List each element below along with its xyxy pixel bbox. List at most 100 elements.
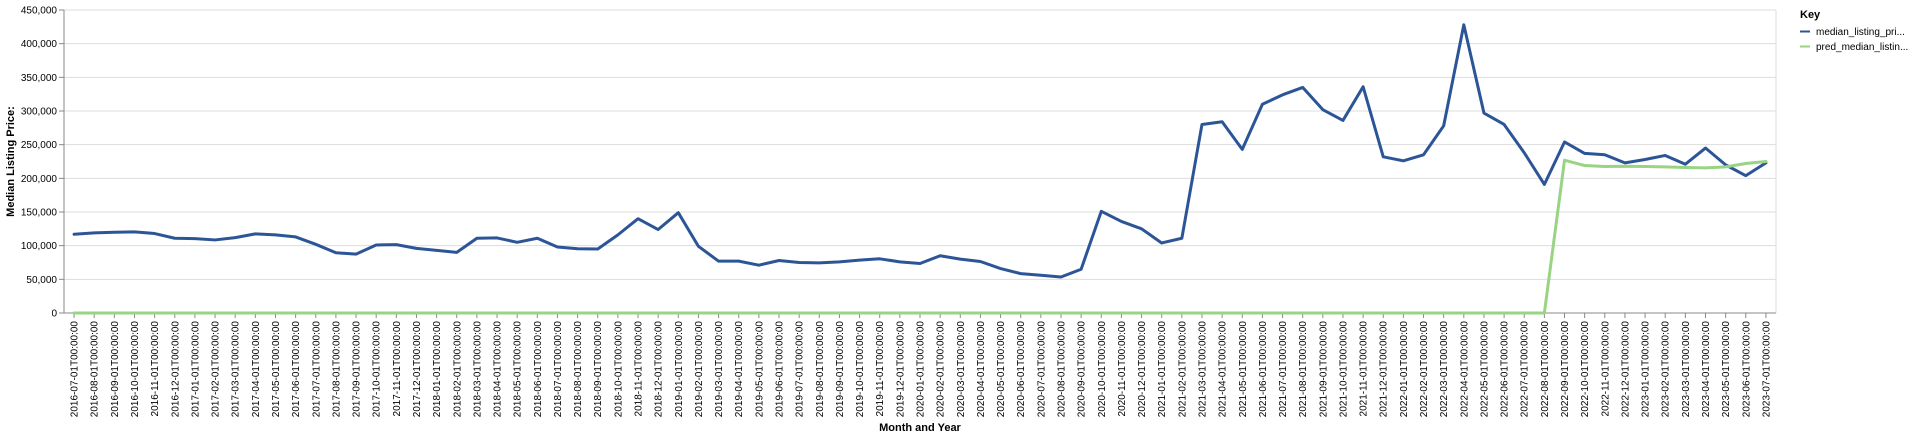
data-point [899,261,901,263]
x-tick-label: 2020-06-01T00:00:00 [1016,321,1027,418]
data-point [1422,312,1424,314]
data-point [1181,237,1183,239]
data-point [1442,312,1444,314]
x-tick-label: 2017-07-01T00:00:00 [311,321,322,418]
data-point [1483,112,1485,114]
x-tick-label: 2022-12-01T00:00:00 [1620,321,1631,418]
data-point [1684,166,1686,168]
x-tick-label: 2016-07-01T00:00:00 [70,321,81,418]
data-point [1664,166,1666,168]
y-tick-label: 100,000 [21,241,58,252]
data-point [1463,312,1465,314]
data-point [254,233,256,235]
data-point [959,312,961,314]
x-tick-label: 2018-05-01T00:00:00 [513,321,524,418]
data-point [355,312,357,314]
data-point [1543,312,1545,314]
x-tick-label: 2021-11-01T00:00:00 [1359,321,1370,417]
x-tick-label: 2021-03-01T00:00:00 [1197,321,1208,418]
x-tick-label: 2021-05-01T00:00:00 [1238,321,1249,418]
x-tick-label: 2018-10-01T00:00:00 [613,321,624,418]
data-point [194,312,196,314]
x-tick-label: 2021-12-01T00:00:00 [1379,321,1390,418]
x-tick-label: 2021-10-01T00:00:00 [1338,321,1349,418]
data-point [637,312,639,314]
data-point [1382,156,1384,158]
x-tick-label: 2020-07-01T00:00:00 [1036,321,1047,418]
y-tick-label: 250,000 [21,140,58,151]
y-axis-title: Median Listing Price: [5,106,17,217]
x-tick-label: 2023-01-01T00:00:00 [1641,321,1652,418]
x-tick-label: 2022-03-01T00:00:00 [1439,321,1450,418]
y-tick-label: 350,000 [21,73,58,84]
data-point [496,312,498,314]
data-point [1362,86,1364,88]
x-tick-label: 2019-01-01T00:00:00 [674,321,685,418]
data-point [113,231,115,233]
x-tick-label: 2021-02-01T00:00:00 [1177,321,1188,418]
x-tick-label: 2023-03-01T00:00:00 [1681,321,1692,418]
data-point [1261,312,1263,314]
x-tick-label: 2022-07-01T00:00:00 [1520,321,1531,418]
x-tick-label: 2022-11-01T00:00:00 [1600,321,1611,417]
data-point [738,260,740,262]
data-point [1120,312,1122,314]
data-point [1201,312,1203,314]
data-point [697,312,699,314]
data-point [1704,147,1706,149]
data-point [1644,165,1646,167]
x-tick-label: 2021-07-01T00:00:00 [1278,321,1289,418]
data-point [617,234,619,236]
data-point [395,243,397,245]
x-tick-label: 2020-08-01T00:00:00 [1056,321,1067,418]
data-point [93,312,95,314]
x-tick-label: 2018-06-01T00:00:00 [533,321,544,418]
data-point [1765,160,1767,162]
x-tick-label: 2023-07-01T00:00:00 [1761,321,1772,418]
x-tick-label: 2020-01-01T00:00:00 [916,321,927,418]
x-tick-label: 2017-12-01T00:00:00 [412,321,423,418]
data-point [939,255,941,257]
data-point [93,232,95,234]
data-point [617,312,619,314]
x-tick-label: 2016-08-01T00:00:00 [90,321,101,418]
x-tick-label: 2021-06-01T00:00:00 [1258,321,1269,418]
data-point [274,312,276,314]
data-point [1322,312,1324,314]
data-point [214,312,216,314]
data-point [113,312,115,314]
data-point [73,233,75,235]
x-tick-label: 2022-04-01T00:00:00 [1459,321,1470,418]
data-point [1100,312,1102,314]
data-point [274,234,276,236]
data-point [1040,312,1042,314]
x-tick-label: 2016-09-01T00:00:00 [110,321,121,418]
data-point [1483,312,1485,314]
data-point [899,312,901,314]
data-point [1322,108,1324,110]
data-point [1583,152,1585,154]
x-axis-title: Month and Year [879,422,961,434]
data-point [1281,312,1283,314]
data-point [1140,228,1142,230]
data-point [214,239,216,241]
x-tick-label: 2018-01-01T00:00:00 [432,321,443,418]
data-point [556,246,558,248]
data-point [1745,174,1747,176]
data-point [234,236,236,238]
data-point [717,260,719,262]
data-point [536,237,538,239]
data-point [637,218,639,220]
data-point [677,312,679,314]
x-tick-label: 2021-08-01T00:00:00 [1298,321,1309,418]
data-point [1301,312,1303,314]
data-point [1342,312,1344,314]
data-point [536,312,538,314]
x-tick-label: 2018-12-01T00:00:00 [654,321,665,418]
legend: Key median_listing_pri... pred_median_lis… [1800,9,1908,53]
data-point [657,228,659,230]
data-point [576,312,578,314]
data-point [1402,312,1404,314]
x-tick-label: 2019-03-01T00:00:00 [714,321,725,418]
data-point [576,247,578,249]
